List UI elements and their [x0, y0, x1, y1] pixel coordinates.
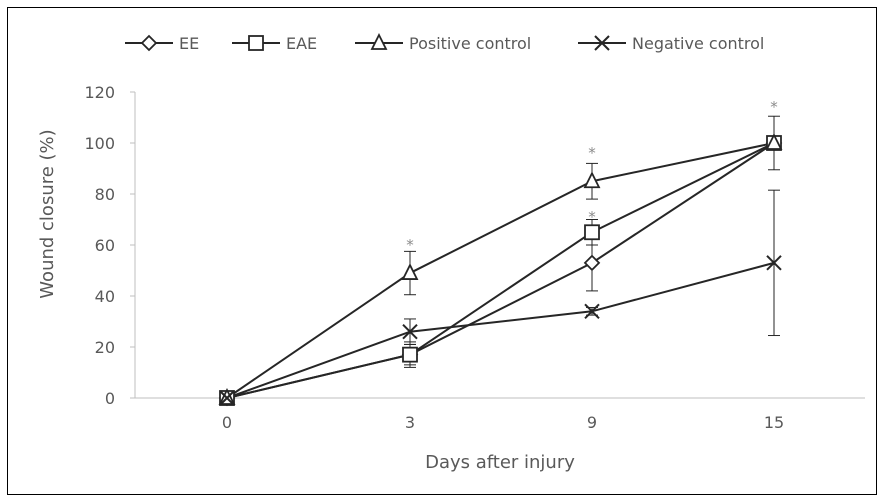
data-point-eae	[402, 346, 418, 363]
y-tick-label: 20	[95, 338, 115, 357]
significance-marker: *	[588, 144, 596, 162]
series-line-ee	[226, 142, 775, 399]
legend-item-positive-control: Positive control	[355, 32, 531, 53]
legend-label: Positive control	[409, 34, 531, 53]
legend-marker	[248, 35, 264, 51]
y-tick-label: 60	[95, 236, 115, 255]
legend-marker	[370, 32, 388, 50]
x-tick-label: 9	[587, 413, 597, 432]
series-line-eae	[226, 142, 775, 399]
y-tick-label: 40	[95, 287, 115, 306]
x-tick-label: 0	[222, 413, 232, 432]
x-axis-title: Days after injury	[425, 452, 575, 473]
legend-label: Negative control	[632, 34, 764, 53]
data-point-positive-control	[765, 132, 783, 150]
y-tick-label: 120	[84, 83, 115, 102]
annotations: * * * *	[406, 98, 778, 254]
x-tick-label: 15	[764, 413, 784, 432]
series-line-positive-control	[226, 142, 775, 399]
axes: 0 20 40 60 80 100 120 0 3 9 15	[84, 83, 865, 432]
data-point-positive-control	[583, 171, 601, 189]
legend-label: EE	[179, 34, 199, 53]
chart-frame	[7, 7, 877, 495]
x-tick-label: 3	[405, 413, 415, 432]
legend-item-negative-control: Negative control	[578, 34, 764, 53]
legend: EE EAE Positive control Negative control	[125, 32, 764, 53]
legend-marker	[594, 35, 610, 51]
data-point-negative-control	[402, 323, 418, 340]
data-point-eae	[584, 224, 600, 241]
significance-marker: *	[406, 236, 414, 254]
series-lines	[226, 142, 775, 399]
series-markers	[218, 132, 783, 407]
y-tick-label: 80	[95, 185, 115, 204]
y-axis-title: Wound closure (%)	[37, 129, 58, 298]
legend-item-eae: EAE	[232, 34, 317, 53]
data-point-negative-control	[584, 303, 600, 320]
legend-item-ee: EE	[125, 34, 199, 53]
legend-label: EAE	[286, 34, 317, 53]
significance-marker: *	[588, 208, 596, 226]
data-point-ee	[583, 254, 601, 272]
y-tick-label: 0	[105, 389, 115, 408]
significance-marker: *	[770, 98, 778, 116]
data-point-negative-control	[766, 255, 782, 271]
y-tick-label: 100	[84, 134, 115, 153]
data-point-negative-control	[219, 390, 235, 406]
series-line-negative-control	[226, 261, 775, 399]
legend-marker	[140, 34, 158, 52]
data-point-positive-control	[401, 263, 419, 280]
